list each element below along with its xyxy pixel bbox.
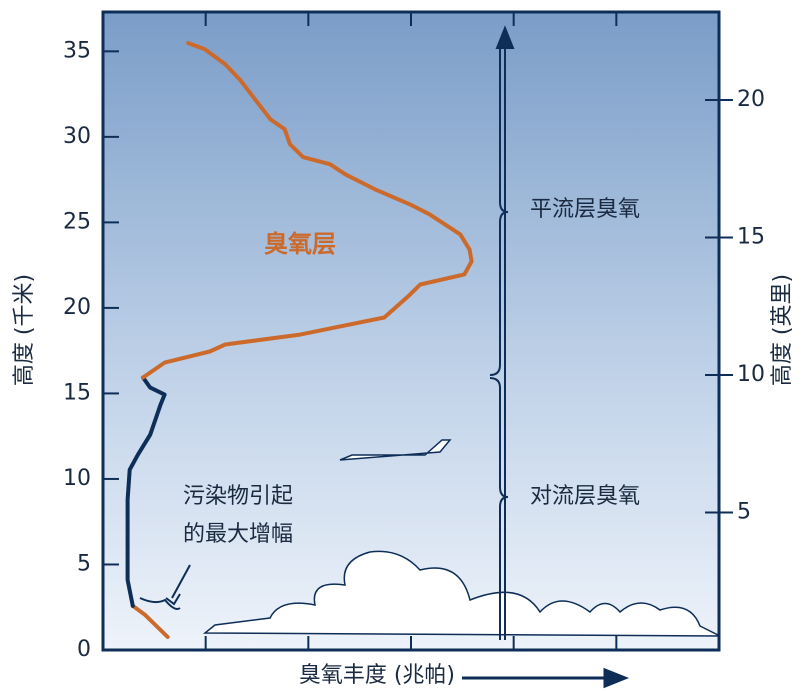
x-arrow — [462, 667, 630, 689]
brackets — [139, 25, 515, 640]
x-axis-label: 臭氧丰度 (兆帕) — [299, 663, 455, 688]
y2-tick-label: 5 — [737, 500, 751, 525]
y2-axis-label: 高度 (英里) — [770, 274, 795, 386]
y-tick-label: 15 — [63, 380, 91, 405]
data-line — [130, 603, 170, 639]
y-axis-label: 高度 (千米) — [12, 274, 37, 386]
y-tick-label: 25 — [63, 209, 91, 234]
y-tick-label: 20 — [63, 295, 91, 320]
plot-area — [103, 12, 719, 650]
clouds — [202, 439, 721, 637]
y2-tick-label: 20 — [737, 87, 765, 112]
annotation: 平流层臭氧 — [530, 197, 640, 222]
y-tick-label: 10 — [63, 466, 91, 491]
data-line — [141, 41, 474, 380]
y2-tick-label: 10 — [737, 362, 765, 387]
y2-tick-label: 15 — [737, 225, 765, 250]
y-tick-label: 30 — [63, 124, 91, 149]
y-tick-label: 0 — [77, 637, 91, 662]
annotation: 的最大增幅 — [183, 522, 293, 547]
y-tick-label: 5 — [77, 551, 91, 576]
y-tick-label: 35 — [63, 38, 91, 63]
data-line — [125, 375, 167, 608]
annotation: 对流层臭氧 — [530, 484, 640, 509]
annotation: 污染物引起 — [183, 484, 293, 509]
annotation: 臭氧层 — [264, 230, 336, 258]
